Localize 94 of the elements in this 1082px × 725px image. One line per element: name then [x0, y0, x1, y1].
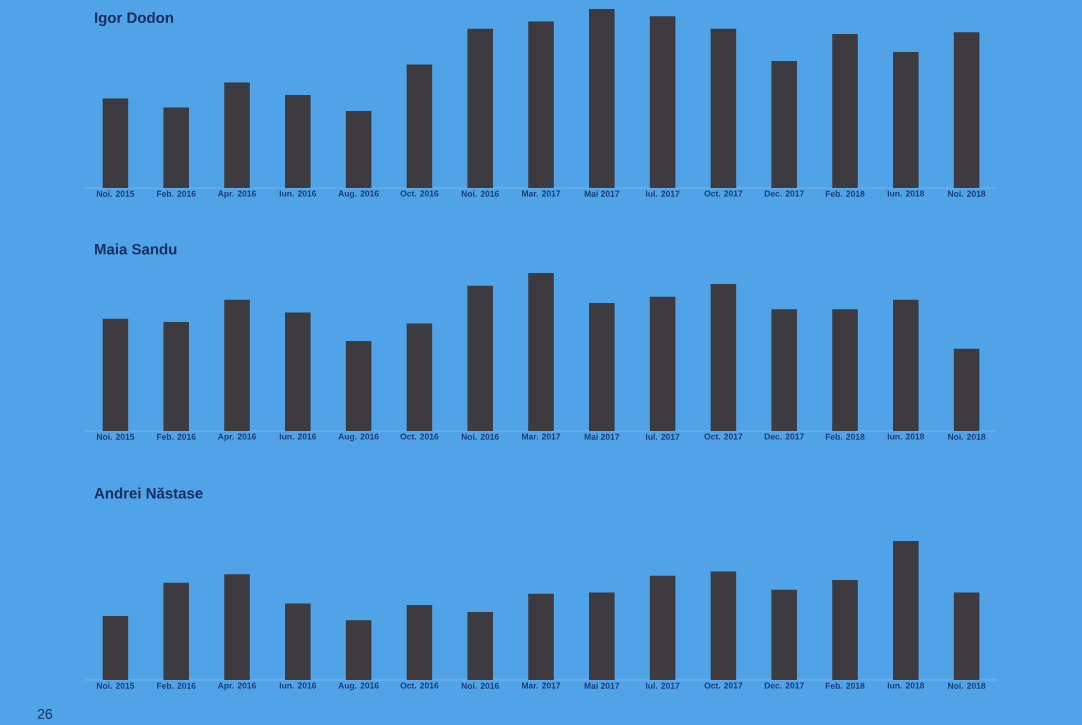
bar — [467, 28, 493, 188]
x-tick-label: Noi. 2015 — [96, 682, 135, 689]
x-tick-label: Noi. 2018 — [948, 682, 986, 689]
bar — [589, 8, 615, 188]
bar — [528, 272, 554, 431]
x-tick-label: Noi. 2018 — [948, 433, 986, 440]
x-tick-label: Aug. 2016 — [338, 433, 379, 442]
chart-title: Maia Sandu — [95, 243, 177, 255]
bar — [406, 323, 433, 431]
bar — [771, 589, 797, 680]
chart-title: Igor Dodon — [95, 11, 174, 27]
bar — [832, 34, 858, 188]
x-tick-label: Mai 2017 — [584, 433, 620, 440]
x-tick-label: Iul. 2017 — [646, 433, 680, 440]
chart-title: Andrei Năstase — [94, 487, 203, 499]
x-tick-label: Noi. 2015 — [96, 433, 135, 440]
x-tick-label: Mar. 2017 — [522, 433, 561, 440]
x-tick-label: Noi. 2016 — [461, 682, 499, 689]
bar — [345, 111, 372, 188]
x-tick-label: Apr. 2016 — [217, 682, 256, 691]
bar — [467, 611, 493, 680]
x-tick-label: Dec. 2017 — [764, 682, 804, 689]
bar — [224, 82, 250, 188]
bar — [710, 284, 737, 431]
bar — [102, 318, 129, 431]
bar — [893, 299, 919, 431]
x-tick-label: Oct. 2016 — [400, 433, 439, 440]
x-tick-label: Noi. 2015 — [96, 190, 135, 197]
bar — [406, 604, 433, 680]
bar — [589, 592, 615, 680]
x-tick-label: Oct. 2017 — [704, 433, 743, 440]
x-tick-label: Oct. 2017 — [704, 682, 743, 689]
bar — [163, 107, 189, 188]
x-tick-label: Feb. 2016 — [157, 433, 196, 440]
x-tick-label: Mar. 2017 — [522, 682, 561, 689]
bar — [102, 616, 129, 680]
x-tick-label: Noi. 2018 — [948, 190, 986, 197]
bar — [528, 21, 554, 188]
bar — [953, 348, 980, 431]
x-tick-label: Oct. 2017 — [704, 190, 743, 197]
x-tick-label: Mai 2017 — [584, 190, 620, 197]
x-tick-label: Iun. 2018 — [887, 190, 925, 197]
x-tick-label: Noi. 2016 — [461, 433, 499, 440]
bar — [406, 64, 433, 188]
x-tick-label: Oct. 2016 — [400, 682, 439, 689]
bar — [345, 620, 372, 680]
text: 26 — [37, 709, 53, 719]
x-tick-label: Feb. 2016 — [157, 682, 196, 689]
bar — [649, 575, 676, 680]
x-tick-label: Iul. 2017 — [646, 190, 680, 197]
bar — [649, 16, 676, 188]
x-tick-label: Iun. 2016 — [279, 433, 317, 440]
bar — [953, 592, 980, 680]
x-tick-label: Dec. 2017 — [764, 433, 804, 440]
x-tick-label: Mar. 2017 — [522, 190, 561, 197]
bar — [163, 321, 189, 431]
x-tick-label: Dec. 2017 — [764, 190, 804, 197]
x-tick-label: Iul. 2017 — [646, 682, 680, 689]
bar — [893, 51, 919, 188]
x-tick-label: Feb. 2018 — [825, 433, 865, 440]
x-tick-label: Iun. 2016 — [279, 190, 317, 197]
bar — [771, 60, 797, 188]
x-tick-label: Iun. 2018 — [887, 682, 925, 689]
x-tick-label: Apr. 2016 — [217, 190, 256, 199]
bar — [893, 540, 919, 680]
x-tick-label: Noi. 2016 — [461, 190, 499, 197]
x-tick-label: Aug. 2016 — [338, 190, 379, 199]
bar — [224, 574, 250, 680]
bar — [832, 309, 858, 431]
bar — [285, 603, 311, 680]
bar — [467, 285, 493, 431]
bar — [285, 94, 311, 188]
x-tick-label: Feb. 2016 — [157, 190, 196, 197]
x-tick-label: Oct. 2016 — [400, 190, 439, 197]
x-tick-label: Iun. 2016 — [279, 682, 317, 689]
x-tick-label: Aug. 2016 — [338, 682, 379, 691]
bar — [832, 579, 858, 680]
x-tick-label: Feb. 2018 — [825, 190, 865, 197]
bar — [285, 312, 311, 431]
bar — [345, 340, 372, 431]
bar — [710, 28, 737, 188]
bar — [224, 299, 250, 431]
x-tick-label: Apr. 2016 — [217, 433, 256, 442]
x-tick-label: Feb. 2018 — [825, 682, 865, 689]
bar — [710, 571, 737, 680]
bar — [528, 593, 554, 680]
bar — [589, 303, 615, 431]
bar — [163, 582, 189, 680]
bar — [649, 296, 676, 431]
bar — [771, 309, 797, 431]
x-tick-label: Mai 2017 — [584, 682, 620, 689]
x-tick-label: Iun. 2018 — [887, 433, 925, 440]
bar — [102, 98, 129, 188]
bar — [953, 32, 980, 188]
